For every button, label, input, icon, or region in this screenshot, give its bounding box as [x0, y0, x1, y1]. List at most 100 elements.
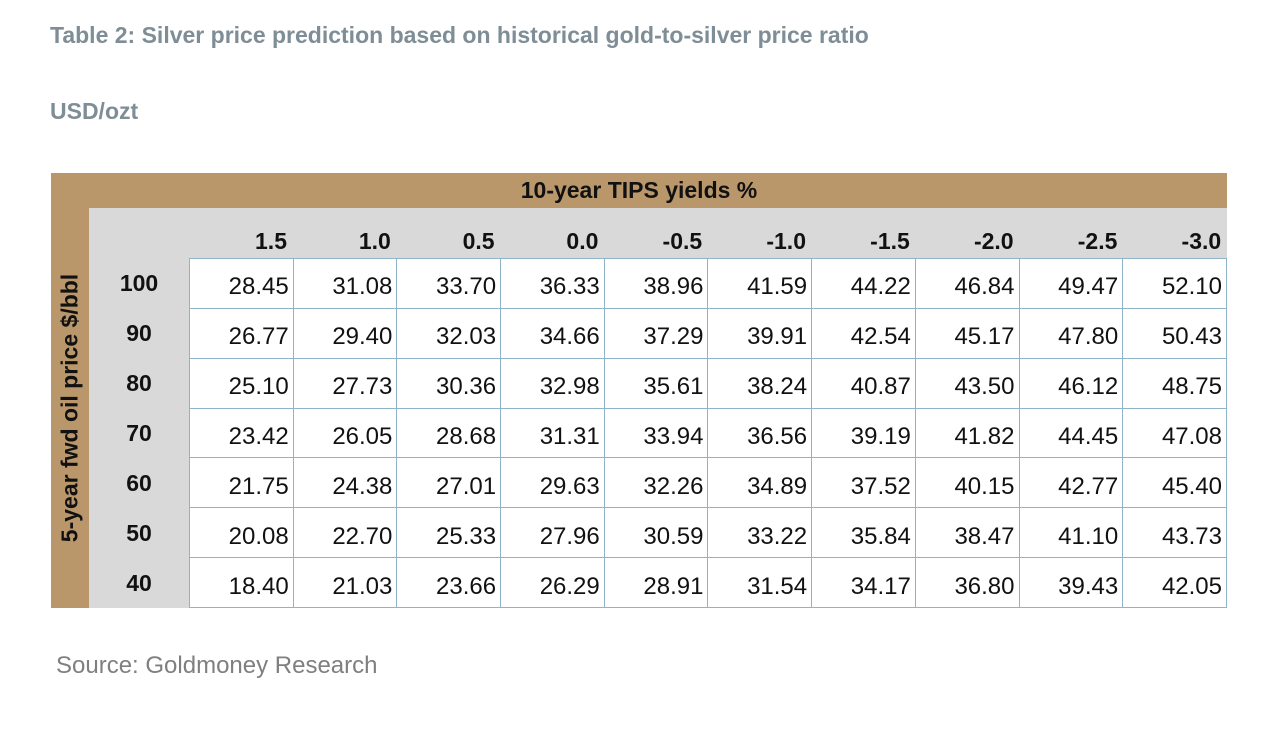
table-cell: 38.47 [914, 507, 1020, 559]
table-title: Table 2: Silver price prediction based o… [50, 22, 869, 48]
table-cell: 25.33 [396, 507, 502, 559]
table-cell: 28.45 [189, 258, 294, 309]
table-cell: 31.31 [500, 407, 605, 459]
column-header: 0.0 [566, 228, 599, 254]
table-cell: 50.43 [1122, 307, 1227, 359]
table-cell: 34.89 [707, 457, 813, 509]
table-cell: 30.36 [396, 357, 502, 409]
table-cell: 40.15 [914, 457, 1020, 509]
table-cell: 39.43 [1018, 557, 1124, 608]
table-row: 28.45 31.08 33.70 36.33 38.96 41.59 44.22 46.84… [189, 258, 1227, 309]
table-cell: 20.08 [189, 507, 294, 559]
row-header: 50 [126, 520, 152, 546]
table-cell: 52.10 [1122, 258, 1227, 309]
table-cell: 28.68 [396, 407, 502, 459]
table-cell: 38.24 [707, 357, 813, 409]
table-row: 26.77 29.40 32.03 34.66 37.29 39.91 42.54 45.17… [189, 307, 1227, 359]
column-header: -1.5 [870, 228, 910, 254]
table-cell: 42.05 [1122, 557, 1227, 608]
row-header: 90 [126, 320, 152, 346]
table-cell: 47.08 [1122, 407, 1227, 459]
row-group-label-wrap: 5-year fwd oil price $/bbl [51, 208, 89, 608]
table-cell: 40.87 [811, 357, 916, 409]
row-header: 70 [126, 420, 152, 446]
table-cell: 45.17 [914, 307, 1020, 359]
table-cell: 27.73 [292, 357, 398, 409]
table-cell: 31.54 [707, 557, 813, 608]
column-header: -2.0 [973, 228, 1014, 254]
column-header: -2.5 [1077, 228, 1118, 254]
table-cell: 32.26 [603, 457, 709, 509]
table-cell: 21.03 [292, 557, 398, 608]
row-header: 40 [126, 570, 152, 596]
table-cell: 33.70 [396, 258, 502, 309]
table-cell: 32.98 [500, 357, 605, 409]
table-cell: 46.84 [914, 258, 1020, 309]
unit-label: USD/ozt [50, 98, 139, 124]
table-cell: 30.59 [603, 507, 709, 559]
row-header: 100 [119, 270, 159, 296]
table-cell: 29.63 [500, 457, 605, 509]
table-cell: 24.38 [292, 457, 398, 509]
column-header: 1.0 [358, 228, 391, 254]
table-cell: 26.05 [292, 407, 398, 459]
table-row: 18.40 21.03 23.66 26.29 28.91 31.54 34.17 36.80… [189, 557, 1227, 608]
column-header: -3.0 [1181, 228, 1222, 254]
row-header: 80 [126, 370, 152, 396]
table-cell: 31.08 [292, 258, 398, 309]
table-cell: 36.80 [914, 557, 1020, 608]
table-cell: 41.82 [914, 407, 1020, 459]
table-cell: 29.40 [292, 307, 398, 359]
table-cell: 37.52 [811, 457, 916, 509]
table-row: 21.75 24.38 27.01 29.63 32.26 34.89 37.52 40.15… [189, 457, 1227, 509]
source-note: Source: Goldmoney Research [56, 652, 378, 679]
table-cell: 46.12 [1018, 357, 1124, 409]
table-row: 20.08 22.70 25.33 27.96 30.59 33.22 35.84 38.47… [189, 507, 1227, 559]
table-cell: 22.70 [292, 507, 398, 559]
table-cell: 33.22 [707, 507, 813, 559]
table-cell: 35.84 [811, 507, 916, 559]
table-cell: 43.50 [914, 357, 1020, 409]
table-cell: 42.54 [811, 307, 916, 359]
table-cell: 44.22 [811, 258, 916, 309]
table-cell: 26.77 [189, 307, 294, 359]
column-header: -1.0 [766, 228, 806, 254]
table-cell: 48.75 [1122, 357, 1227, 409]
data-grid: 28.45 31.08 33.70 36.33 38.96 41.59 44.22 46.84… [189, 258, 1227, 608]
table-cell: 34.17 [811, 557, 916, 608]
table-cell: 39.19 [811, 407, 916, 459]
table-cell: 47.80 [1018, 307, 1124, 359]
table-cell: 23.66 [396, 557, 502, 608]
column-header: -0.5 [662, 228, 703, 254]
table-cell: 49.47 [1018, 258, 1124, 309]
table-cell: 33.94 [603, 407, 709, 459]
column-group-label: 10-year TIPS yields % [520, 177, 758, 203]
table-cell: 42.77 [1018, 457, 1124, 509]
table-cell: 45.40 [1122, 457, 1227, 509]
table-cell: 25.10 [189, 357, 294, 409]
table-cell: 38.96 [603, 258, 709, 309]
table-cell: 43.73 [1122, 507, 1227, 559]
data-grid-body: 28.45 31.08 33.70 36.33 38.96 41.59 44.22 46.84… [189, 258, 1227, 608]
table-cell: 18.40 [189, 557, 294, 608]
column-header: 0.5 [462, 228, 495, 254]
table-cell: 34.66 [500, 307, 605, 359]
table-cell: 28.91 [603, 557, 709, 608]
table-cell: 35.61 [603, 357, 709, 409]
table-cell: 36.33 [500, 258, 605, 309]
table-cell: 27.01 [396, 457, 502, 509]
table-cell: 39.91 [707, 307, 813, 359]
table-cell: 41.10 [1018, 507, 1124, 559]
table-cell: 21.75 [189, 457, 294, 509]
table-cell: 44.45 [1018, 407, 1124, 459]
table-cell: 36.56 [707, 407, 813, 459]
column-header: 1.5 [255, 228, 287, 254]
table-cell: 37.29 [603, 307, 709, 359]
table-row: 25.10 27.73 30.36 32.98 35.61 38.24 40.87 43.50… [189, 357, 1227, 409]
table-cell: 26.29 [500, 557, 605, 608]
row-header: 60 [126, 470, 152, 496]
table-cell: 32.03 [396, 307, 502, 359]
table-cell: 41.59 [707, 258, 813, 309]
table-cell: 27.96 [500, 507, 605, 559]
table-row: 23.42 26.05 28.68 31.31 33.94 36.56 39.19 41.82… [189, 407, 1227, 459]
